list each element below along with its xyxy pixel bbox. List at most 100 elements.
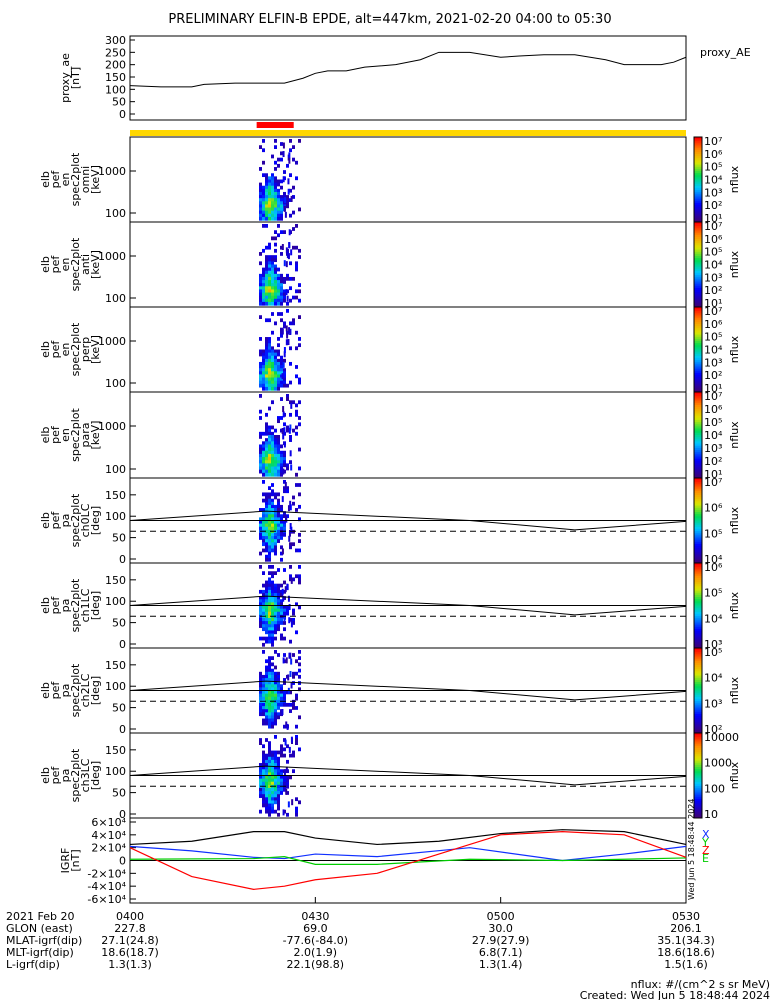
heatmap-cell-3-12-18 <box>295 365 298 369</box>
heatmap-cell-5-6-19 <box>277 539 280 543</box>
heatmap-cell-1-8-10 <box>283 170 286 174</box>
heatmap-cell-5-5-12 <box>274 517 277 522</box>
heatmap-cell-6-7-22 <box>280 633 283 638</box>
ylabel-word-5-4: ch0LC <box>79 503 92 537</box>
heatmap-cell-5-12-22 <box>295 548 298 553</box>
heatmap-cell-1-0-14 <box>259 182 262 187</box>
heatmap-cell-1-11-2 <box>292 145 295 149</box>
heatmap-cell-4-10-14 <box>289 438 292 442</box>
heatmap-cell-8-8-4 <box>283 747 286 752</box>
heatmap-cell-6-6-11 <box>277 599 280 604</box>
heatmap-cell-7-4-13 <box>271 690 274 695</box>
heatmap-cell-2-4-18 <box>271 280 274 284</box>
heatmap-cell-2-2-15 <box>265 270 268 275</box>
colorbar-segment-2-39 <box>694 304 702 308</box>
heatmap-streak-6-0 <box>290 621 293 628</box>
heatmap-cell-7-5-7 <box>274 671 277 676</box>
heatmap-cell-2-5-25 <box>274 301 277 306</box>
heatmap-cell-8-1-22 <box>262 803 265 808</box>
heatmap-cell-3-7-3 <box>280 318 283 323</box>
heatmap-cell-5-6-12 <box>277 517 280 522</box>
heatmap-cell-2-2-14 <box>265 267 268 272</box>
colorbar-segment-5-22 <box>694 524 702 528</box>
colorbar-segment-6-1 <box>694 565 702 568</box>
colorbar-segment-4-20 <box>694 435 702 438</box>
colorbar-segment-1-11 <box>694 160 702 163</box>
heatmap-cell-8-10-13 <box>289 775 292 780</box>
heatmap-cell-4-3-11 <box>268 428 271 433</box>
heatmap-cell-8-2-9 <box>265 763 268 767</box>
heatmap-cell-2-2-10 <box>265 255 268 259</box>
heatmap-cell-6-3-10 <box>268 596 271 600</box>
ytick-label-6-3: 150 <box>105 574 126 587</box>
heatmap-cell-8-5-11 <box>274 769 277 774</box>
heatmap-cell-6-2-14 <box>265 608 268 613</box>
heatmap-cell-2-1-8 <box>262 248 265 253</box>
heatmap-cell-3-3-25 <box>268 386 271 391</box>
colorbar-segment-1-7 <box>694 151 702 155</box>
colorbar-segment-4-6 <box>694 404 702 408</box>
heatmap-streak-8-2 <box>285 788 288 795</box>
heatmap-cell-5-4-17 <box>271 532 274 537</box>
ylabel-word-4-3: spec2plot <box>69 408 82 462</box>
heatmap-cell-5-2-12 <box>265 517 268 522</box>
heatmap-cell-2-7-22 <box>280 292 283 297</box>
heatmap-cell-2-6-22 <box>277 292 280 297</box>
heatmap-cell-6-5-20 <box>274 627 277 632</box>
heatmap-streak-7-11 <box>286 723 289 730</box>
colorbar-tick-5-0: 10⁴ <box>704 553 723 566</box>
heatmap-cell-2-1-19 <box>262 283 265 287</box>
ytick-label-1-0: 100 <box>105 207 126 220</box>
colorbar-segment-8-13 <box>694 760 702 764</box>
heatmap-cell-5-13-19 <box>298 539 301 543</box>
colorbar-segment-6-4 <box>694 571 702 575</box>
heatmap-cell-5-5-17 <box>274 532 277 537</box>
status-bar-yellow <box>130 130 686 136</box>
heatmap-cell-4-0-18 <box>259 450 262 455</box>
heatmap-cell-1-2-19 <box>265 198 268 202</box>
footer-value-3-3: 18.6(18.6) <box>657 946 715 959</box>
heatmap-cell-6-4-23 <box>271 636 274 641</box>
heatmap-cell-7-5-9 <box>274 678 277 682</box>
heatmap-cell-5-3-19 <box>268 539 271 543</box>
heatmap-cell-2-12-0 <box>295 224 298 228</box>
colorbar-segment-8-4 <box>694 741 702 745</box>
heatmap-cell-6-1-8 <box>262 589 265 594</box>
colorbar-tick-1-6: 10⁷ <box>704 135 722 148</box>
heatmap-cell-2-12-7 <box>295 245 298 250</box>
heatmap-cell-7-11-1 <box>292 653 295 657</box>
heatmap-cell-8-1-15 <box>262 781 265 786</box>
heatmap-streak-1-8 <box>282 142 285 149</box>
colorbar-segment-4-18 <box>694 430 702 434</box>
heatmap-cell-5-2-24 <box>265 554 268 559</box>
heatmap-cell-4-10-13 <box>289 435 292 439</box>
colorbar-segment-6-31 <box>694 628 702 632</box>
heatmap-cell-3-1-24 <box>262 383 265 388</box>
heatmap-cell-5-3-23 <box>268 551 271 556</box>
heatmap-cell-8-13-4 <box>298 747 301 752</box>
heatmap-cell-4-5-16 <box>274 444 277 449</box>
colorbar-segment-1-2 <box>694 141 702 144</box>
heatmap-cell-8-4-17 <box>271 787 274 792</box>
heatmap-cell-7-0-16 <box>259 699 262 704</box>
heatmap-cell-3-3-16 <box>268 358 271 363</box>
heatmap-cell-6-10-24 <box>289 639 292 644</box>
footer-value-4-3: 1.5(1.6) <box>664 958 708 971</box>
ylabel-word-8-1: pef <box>49 766 62 785</box>
heatmap-cell-3-7-18 <box>280 365 283 369</box>
heatmap-cell-1-3-13 <box>268 179 271 184</box>
heatmap-cell-4-2-10 <box>265 425 268 430</box>
ylabel-word-9-1: [nT] <box>69 849 82 871</box>
heatmap-cell-5-6-13 <box>277 520 280 525</box>
heatmap-cell-5-7-9 <box>280 508 283 512</box>
heatmap-cell-6-2-8 <box>265 589 268 594</box>
footer-value-1-0: 227.8 <box>114 922 146 935</box>
heatmap-cell-4-0-24 <box>259 469 262 474</box>
heatmap-cell-5-9-3 <box>286 489 289 494</box>
heatmap-cell-2-5-20 <box>274 286 277 291</box>
heatmap-cell-3-3-19 <box>268 368 271 372</box>
heatmap-cell-4-3-21 <box>268 460 271 465</box>
heatmap-cell-5-7-12 <box>280 517 283 522</box>
heatmap-cell-3-8-5 <box>283 324 286 329</box>
igrf-series-Y <box>129 856 687 865</box>
